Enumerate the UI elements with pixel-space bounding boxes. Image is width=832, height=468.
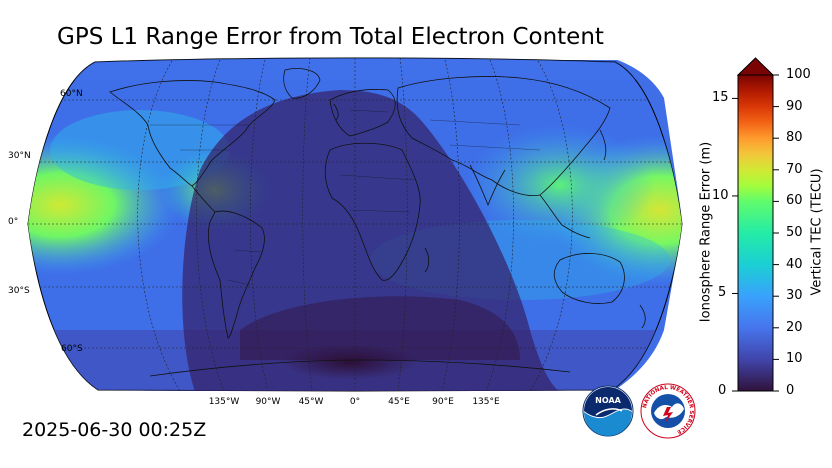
lon-label-45w: 45°W [298, 397, 324, 407]
colorbar-right-tick-40: 40 [786, 256, 803, 272]
colorbar-right-tick-70: 70 [786, 161, 803, 177]
india-coast [469, 164, 506, 207]
colorbar-right-tick-100: 100 [786, 67, 811, 82]
lat-label-60n: 60°N [60, 89, 83, 99]
country-borders [150, 109, 541, 286]
africa-coast [324, 142, 421, 281]
colorbar-left-ticks [732, 97, 738, 392]
colorbar-left-tick-15: 15 [712, 90, 729, 106]
lon-label-90w: 90°W [255, 397, 281, 407]
colorbar-left-tick-10: 10 [712, 187, 729, 203]
colorbar-right-tick-10: 10 [786, 351, 803, 367]
colorbar-right-tick-90: 90 [786, 98, 803, 114]
colorbar-right-tick-80: 80 [786, 130, 803, 146]
colorbar-left-tick-0: 0 [718, 383, 727, 398]
madagascar-coast [424, 247, 430, 273]
colorbar-left-tick-5: 5 [718, 285, 727, 301]
southeast-asia-coast [539, 194, 591, 239]
new-zealand-coast [639, 304, 646, 329]
colorbar [736, 57, 775, 392]
lon-label-45e: 45°E [388, 397, 410, 407]
central-america-coast [191, 185, 216, 213]
timestamp: 2025-06-30 00:25Z [22, 419, 207, 441]
colorbar-right-tick-20: 20 [786, 319, 803, 335]
antarctica-coast [149, 359, 571, 377]
lon-label-135e: 135°E [472, 397, 500, 407]
asia-coast [396, 76, 611, 197]
chart-title: GPS L1 Range Error from Total Electron C… [57, 24, 604, 50]
colorbar-fill [737, 74, 774, 392]
nws-logo: NATIONAL WEATHER SERVICE [640, 383, 696, 439]
lat-label-30n: 30°N [8, 151, 31, 161]
colorbar-right-ticks [773, 74, 779, 392]
lat-label-30s: 30°S [8, 286, 30, 296]
europe-coast [329, 89, 396, 137]
japan-coast [599, 129, 607, 161]
graticule [28, 58, 682, 391]
north-america-coast [109, 80, 276, 187]
colorbar-extend-arrow [736, 57, 775, 76]
night-region [182, 90, 560, 391]
coastlines [109, 68, 646, 377]
lon-label-90e: 90°E [432, 397, 454, 407]
uk-coast [333, 103, 339, 121]
noaa-logo-text: NOAA [595, 396, 621, 405]
colorbar-right-tick-0: 0 [786, 383, 795, 398]
greenland-coast [283, 68, 321, 99]
colorbar-right-label: Vertical TEC (TECU) [809, 168, 825, 296]
colorbar-left-label: Ionosphere Range Error (m) [698, 141, 714, 323]
colorbar-right-tick-30: 30 [786, 288, 803, 304]
lat-label-0: 0° [8, 217, 19, 227]
lat-label-60s: 60°S [61, 344, 83, 354]
lon-label-0: 0° [349, 397, 361, 407]
south-america-coast [207, 210, 265, 339]
lon-label-135w: 135°W [208, 397, 240, 407]
colorbar-right-tick-50: 50 [786, 225, 803, 240]
australia-coast [553, 253, 625, 304]
colorbar-right-tick-60: 60 [786, 193, 803, 209]
noaa-logo: NOAA [582, 385, 634, 437]
